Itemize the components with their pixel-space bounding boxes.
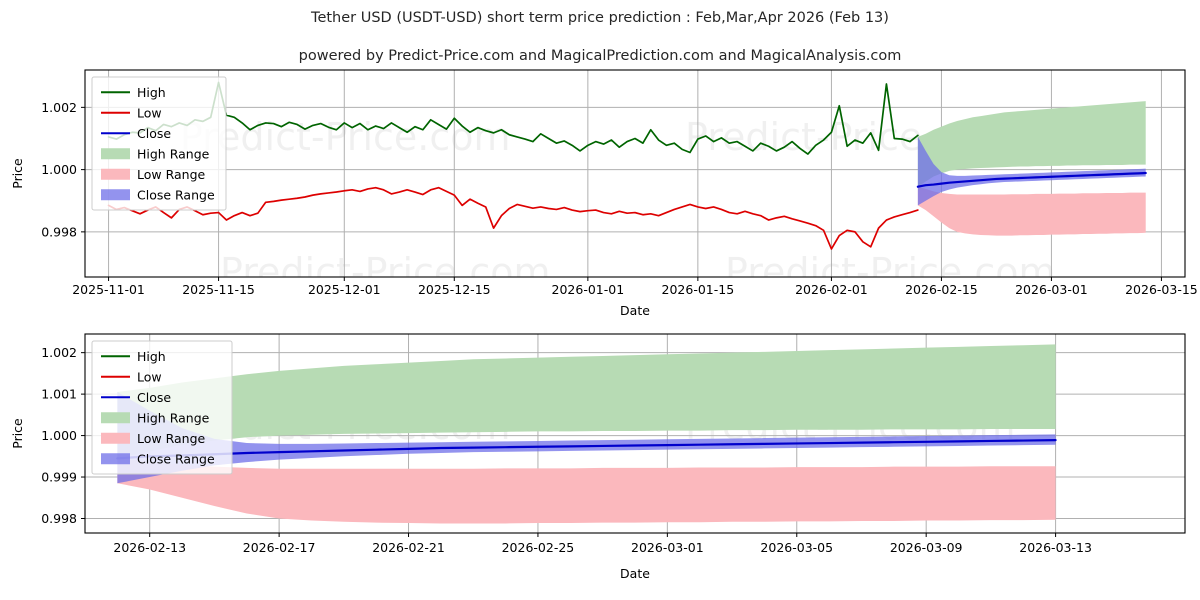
chart-legend: High Low Close High Range Low Range Close Ran… <box>91 340 233 475</box>
legend-label: Low Range <box>137 431 206 446</box>
close-range-band <box>117 392 1056 484</box>
close-line <box>916 171 1147 188</box>
chart-legend: High Low Close High Range Low Range Close Ran… <box>91 76 227 211</box>
legend-item-low-range[interactable]: Low Range <box>101 431 206 446</box>
close-line <box>116 439 1057 460</box>
x-tick-label: 2026-02-01 <box>795 282 868 297</box>
legend-item-close[interactable]: Close <box>101 390 171 405</box>
axes-frame <box>84 333 1186 534</box>
legend-label: Low <box>137 369 162 384</box>
legend-label: High Range <box>137 410 210 425</box>
overview-chart-panel: Predict-Price.com Predict-Price.com Predic… <box>10 69 1198 318</box>
legend-label: Close <box>137 390 171 405</box>
svg-text:Predict-Price.com: Predict-Price.com <box>220 250 551 294</box>
x-tick-label: 2025-11-15 <box>182 282 255 297</box>
detail-chart-panel: Predict-Price.comPredict-Price.com2026-0… <box>10 333 1186 581</box>
legend-item-close-range[interactable]: Close Range <box>101 187 215 202</box>
x-tick-label: 2025-12-01 <box>308 282 381 297</box>
legend-label: Close Range <box>137 451 215 466</box>
low-line <box>107 186 919 250</box>
x-tick-label: 2026-03-01 <box>631 540 704 555</box>
x-tick-label: 2026-03-13 <box>1019 540 1092 555</box>
close-range-band <box>917 136 1146 206</box>
x-tick-label: 2026-02-13 <box>113 540 186 555</box>
data-series-layer <box>107 81 1147 250</box>
axes-frame <box>84 69 1186 278</box>
legend-item-high-range[interactable]: High Range <box>101 410 210 425</box>
legend-label: High <box>137 85 166 100</box>
y-tick-label: 1.002 <box>41 345 77 360</box>
y-tick-label: 1.001 <box>41 387 77 402</box>
legend-item-high[interactable]: High <box>101 349 166 364</box>
y-axis-label: Price <box>10 158 25 189</box>
legend-label: Low Range <box>137 167 206 182</box>
legend-item-close[interactable]: Close <box>101 126 171 141</box>
y-tick-label: 1.002 <box>41 100 77 115</box>
svg-text:Predict-Price.com: Predict-Price.com <box>725 250 1056 294</box>
legend-item-high-range[interactable]: High Range <box>101 146 210 161</box>
legend-item-close-range[interactable]: Close Range <box>101 451 215 466</box>
y-tick-label: 0.998 <box>41 224 77 239</box>
y-tick-label: 1.000 <box>41 162 77 177</box>
page-title: Tether USD (USDT-USD) short term price p… <box>310 10 889 26</box>
y-tick-label: 0.998 <box>41 511 77 526</box>
legend-item-low-range[interactable]: Low Range <box>101 167 206 182</box>
legend-item-high[interactable]: High <box>101 85 166 100</box>
legend-item-low[interactable]: Low <box>101 105 162 120</box>
x-tick-label: 2026-02-15 <box>905 282 978 297</box>
x-tick-label: 2026-03-15 <box>1125 282 1198 297</box>
x-tick-label: 2025-12-15 <box>418 282 491 297</box>
x-tick-label: 2026-03-09 <box>890 540 963 555</box>
legend-item-low[interactable]: Low <box>101 369 162 384</box>
x-tick-label: 2026-03-01 <box>1015 282 1088 297</box>
high-range-band <box>917 101 1146 187</box>
high-range-band <box>117 344 1056 459</box>
x-tick-label: 2026-01-01 <box>552 282 625 297</box>
x-tick-label: 2025-11-01 <box>72 282 145 297</box>
x-axis-label: Date <box>620 303 650 318</box>
legend-label: Close Range <box>137 187 215 202</box>
x-axis-label: Date <box>620 566 650 581</box>
low-range-band <box>117 458 1056 524</box>
y-tick-label: 1.000 <box>41 428 77 443</box>
legend-label: Close <box>137 126 171 141</box>
legend-label: High <box>137 349 166 364</box>
y-axis-label: Price <box>10 418 25 449</box>
x-tick-label: 2026-03-05 <box>760 540 833 555</box>
y-tick-label: 0.999 <box>41 470 77 485</box>
high-line <box>107 81 919 155</box>
data-series-layer <box>116 344 1057 524</box>
svg-text:Predict-Price.com: Predict-Price.com <box>180 115 511 159</box>
x-tick-label: 2026-02-17 <box>243 540 316 555</box>
page-subtitle: powered by Predict-Price.com and Magical… <box>299 48 902 64</box>
x-tick-label: 2026-02-21 <box>372 540 445 555</box>
legend-label: High Range <box>137 146 210 161</box>
legend-label: Low <box>137 105 162 120</box>
x-tick-label: 2026-02-25 <box>502 540 575 555</box>
x-tick-label: 2026-01-15 <box>662 282 735 297</box>
low-range-band <box>917 186 1146 236</box>
watermark: Predict-Price.com Predict-Price.com Predic… <box>180 115 1056 294</box>
